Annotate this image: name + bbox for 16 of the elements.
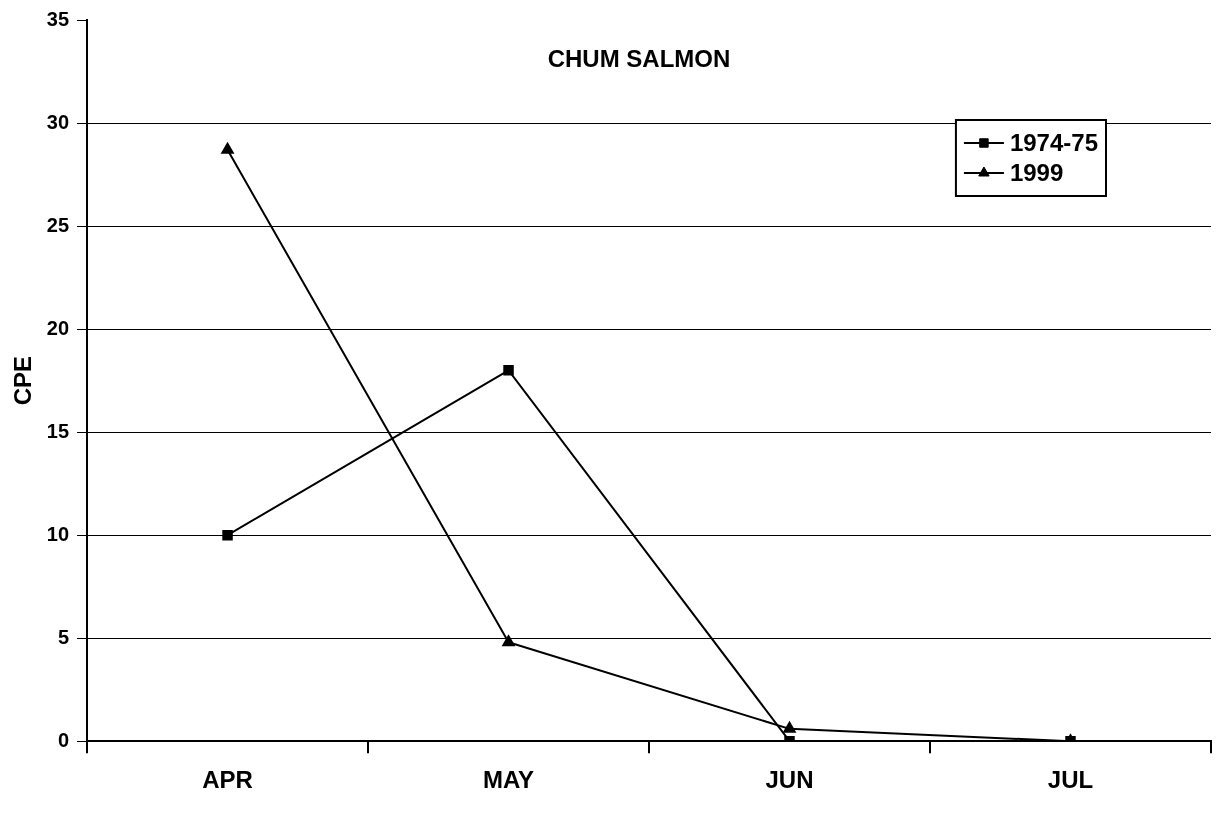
y-tick-label: 10 <box>46 522 70 545</box>
legend-label: 1974-75 <box>1009 128 1098 156</box>
y-axis-title: CPE <box>9 355 37 406</box>
legend-label: 1999 <box>1009 158 1064 186</box>
y-tick-label: 0 <box>57 728 70 751</box>
x-tick-label: JUL <box>1047 766 1094 794</box>
text: CHUM SALMON <box>547 44 731 72</box>
y-tick-label: 30 <box>46 110 70 133</box>
y-tick-label: 20 <box>46 316 70 339</box>
x-tick-label: APR <box>202 766 253 794</box>
y-tick-label: 15 <box>46 419 70 442</box>
y-tick-label: 35 <box>46 7 70 30</box>
y-tick-label: 5 <box>57 625 70 648</box>
x-tick-label: JUN <box>765 766 814 794</box>
x-tick-label: MAY <box>482 766 535 794</box>
y-tick-label: 25 <box>46 213 70 236</box>
